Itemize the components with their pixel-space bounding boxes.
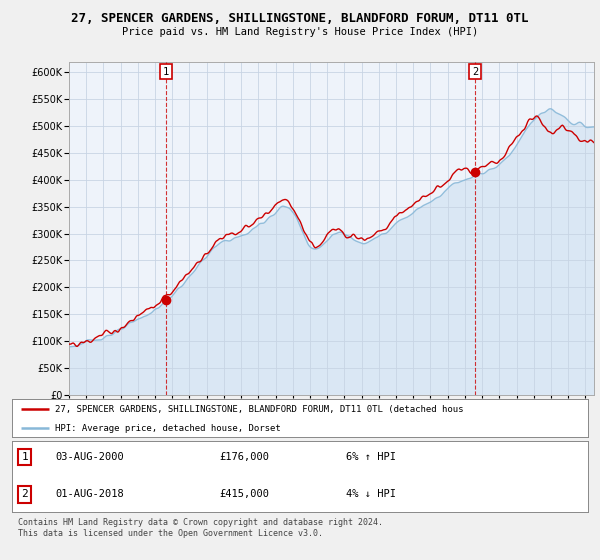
Text: 1: 1 [163, 67, 169, 77]
Text: 6% ↑ HPI: 6% ↑ HPI [346, 452, 396, 462]
Text: 4% ↓ HPI: 4% ↓ HPI [346, 489, 396, 500]
Text: £415,000: £415,000 [220, 489, 269, 500]
Text: 2: 2 [472, 67, 478, 77]
Text: 03-AUG-2000: 03-AUG-2000 [55, 452, 124, 462]
Text: 01-AUG-2018: 01-AUG-2018 [55, 489, 124, 500]
Text: £176,000: £176,000 [220, 452, 269, 462]
Text: 27, SPENCER GARDENS, SHILLINGSTONE, BLANDFORD FORUM, DT11 0TL: 27, SPENCER GARDENS, SHILLINGSTONE, BLAN… [71, 12, 529, 25]
Text: 27, SPENCER GARDENS, SHILLINGSTONE, BLANDFORD FORUM, DT11 0TL (detached hous: 27, SPENCER GARDENS, SHILLINGSTONE, BLAN… [55, 405, 464, 414]
Text: 2: 2 [21, 489, 28, 500]
Text: HPI: Average price, detached house, Dorset: HPI: Average price, detached house, Dors… [55, 424, 281, 433]
Text: Contains HM Land Registry data © Crown copyright and database right 2024.: Contains HM Land Registry data © Crown c… [18, 518, 383, 527]
Text: This data is licensed under the Open Government Licence v3.0.: This data is licensed under the Open Gov… [18, 529, 323, 538]
Text: Price paid vs. HM Land Registry's House Price Index (HPI): Price paid vs. HM Land Registry's House … [122, 27, 478, 37]
Text: 1: 1 [21, 452, 28, 462]
